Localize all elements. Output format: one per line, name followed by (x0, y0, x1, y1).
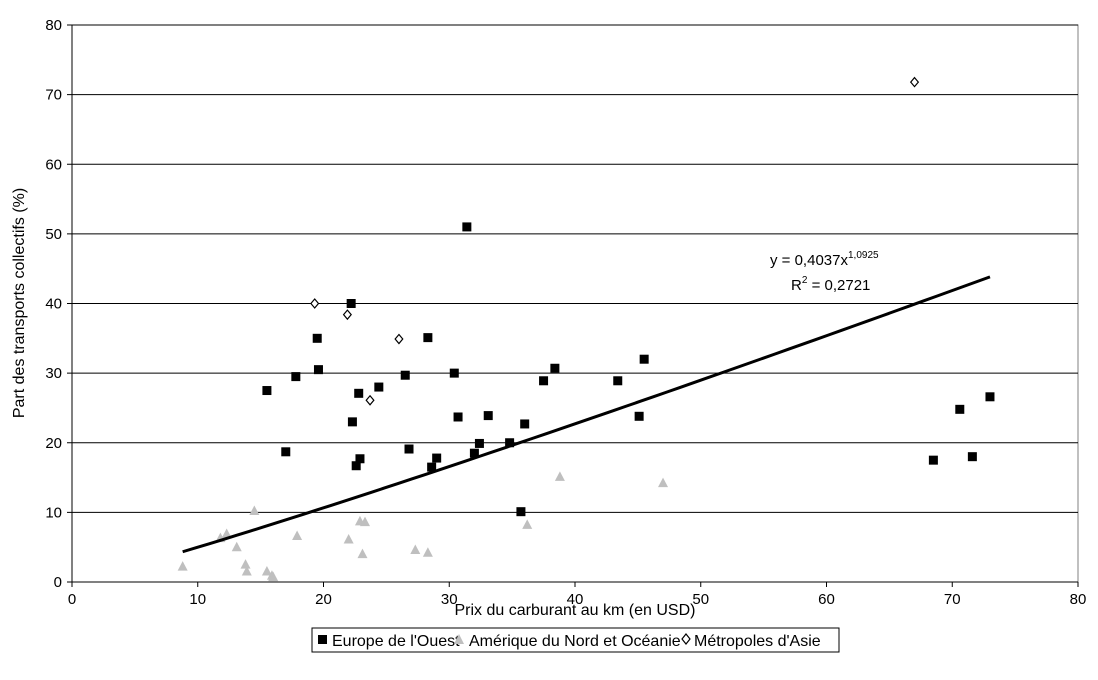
x-tick-label: 50 (692, 591, 709, 608)
point-europe (346, 299, 356, 308)
point-europe (400, 370, 410, 380)
y-axis-title: Part des transports collectifs (%) (11, 188, 28, 418)
point-europe (313, 365, 323, 375)
point-europe (928, 455, 938, 465)
point-europe (955, 404, 965, 414)
trendline-r2: R2 = 0,2721 (791, 275, 870, 294)
x-tick-label: 80 (1070, 591, 1087, 608)
point-europe (474, 438, 484, 448)
legend-box (311, 627, 840, 653)
point-europe (354, 388, 364, 398)
point-amerique (359, 516, 370, 527)
point-europe (291, 372, 301, 382)
point-europe (550, 363, 560, 373)
point-europe (281, 447, 291, 457)
point-europe (262, 386, 272, 396)
y-axis-ticks: 0 10 20 30 40 50 60 70 80 (45, 17, 72, 591)
point-amerique (261, 566, 272, 576)
legend-label-amerique: Amérique du Nord et Océanie (469, 633, 681, 650)
data-points (177, 76, 995, 582)
point-amerique (292, 530, 303, 541)
point-amerique (343, 534, 354, 544)
point-europe (432, 453, 442, 463)
point-amerique (241, 566, 252, 576)
x-tick-label: 30 (441, 591, 458, 608)
legend-marker-europe (318, 635, 327, 644)
x-tick-label: 70 (944, 591, 961, 608)
x-axis-title: Prix du carburant au km (en USD) (455, 602, 696, 619)
point-europe (520, 419, 530, 429)
point-europe (453, 412, 463, 422)
gridlines (72, 24, 1078, 513)
y-tick-label: 20 (45, 435, 62, 452)
trendline (182, 275, 991, 554)
point-asie (310, 298, 320, 309)
point-europe (639, 354, 649, 364)
point-europe (423, 333, 433, 343)
point-amerique (410, 544, 421, 554)
legend-marker-asie (681, 633, 691, 645)
point-asie (365, 394, 375, 406)
legend-label-europe: Europe de l'Ouest (332, 633, 460, 650)
point-amerique (357, 548, 368, 559)
point-amerique (422, 547, 433, 557)
legend-marker-amerique (454, 634, 464, 644)
point-amerique (268, 571, 279, 582)
point-europe (462, 222, 472, 232)
y-tick-label: 80 (45, 17, 62, 34)
point-asie (394, 333, 404, 345)
point-europe (483, 411, 493, 421)
point-europe (351, 461, 361, 471)
point-europe (613, 376, 623, 386)
point-europe (312, 333, 322, 343)
point-europe (516, 507, 526, 517)
x-tick-label: 40 (567, 591, 584, 608)
point-europe (404, 444, 414, 454)
point-europe (634, 411, 644, 421)
y-tick-label: 30 (45, 365, 62, 382)
point-amerique (177, 561, 188, 571)
y-tick-label: 0 (54, 574, 62, 591)
point-europe (355, 454, 365, 464)
y-tick-label: 50 (45, 226, 62, 243)
point-europe (505, 438, 515, 448)
point-europe (449, 368, 459, 378)
point-amerique (522, 519, 533, 529)
point-amerique (554, 471, 565, 481)
point-europe (985, 392, 995, 402)
x-tick-label: 60 (818, 591, 835, 608)
point-europe (374, 382, 384, 392)
point-europe (347, 417, 357, 427)
x-axis-ticks: 0 10 20 30 40 50 60 70 80 (68, 582, 1087, 608)
y-tick-label: 40 (45, 296, 62, 313)
point-amerique (658, 477, 669, 488)
trendline-equation: y = 0,4037x1,0925 (770, 250, 879, 269)
x-tick-label: 10 (189, 591, 206, 608)
point-amerique (221, 528, 232, 538)
y-tick-label: 70 (45, 87, 62, 104)
point-europe (469, 448, 479, 458)
point-amerique (249, 505, 260, 515)
x-tick-label: 20 (315, 591, 332, 608)
point-asie (342, 309, 352, 321)
legend: Europe de l'Ouest Amérique du Nord et Oc… (311, 627, 840, 653)
y-tick-label: 10 (45, 504, 62, 521)
y-tick-label: 60 (45, 156, 62, 173)
point-europe (967, 452, 977, 462)
point-asie (909, 76, 920, 88)
x-tick-label: 0 (68, 591, 76, 608)
point-amerique (231, 541, 242, 552)
point-amerique (240, 559, 251, 569)
point-europe (427, 462, 437, 472)
legend-label-asie: Métropoles d'Asie (694, 633, 821, 650)
point-europe (539, 376, 549, 386)
